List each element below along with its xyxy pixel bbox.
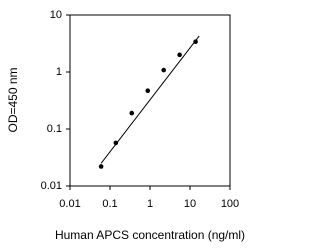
y-tick-label: 0.1 bbox=[47, 123, 62, 135]
y-tick-label: 1 bbox=[56, 66, 62, 78]
x-tick-label: 100 bbox=[221, 198, 239, 210]
data-point bbox=[113, 140, 119, 146]
x-tick-label: 0.01 bbox=[59, 198, 80, 210]
data-point bbox=[161, 67, 166, 73]
data-point bbox=[193, 39, 198, 45]
data-point bbox=[98, 164, 104, 169]
y-tick-label: 0.01 bbox=[41, 180, 62, 192]
x-tick-label: 10 bbox=[184, 198, 196, 210]
x-axis-title: Human APCS concentration (ng/ml) bbox=[55, 228, 245, 242]
x-tick-label: 0.1 bbox=[102, 198, 117, 210]
x-tick-label: 1 bbox=[147, 198, 153, 210]
y-tick-label: 10 bbox=[50, 9, 62, 21]
y-axis-title: OD=450 nm bbox=[6, 67, 20, 132]
data-point bbox=[177, 52, 182, 58]
data-point bbox=[129, 110, 135, 116]
chart: Human APCS concentration (ng/ml) OD=450 … bbox=[6, 9, 245, 242]
data-point bbox=[145, 88, 151, 93]
